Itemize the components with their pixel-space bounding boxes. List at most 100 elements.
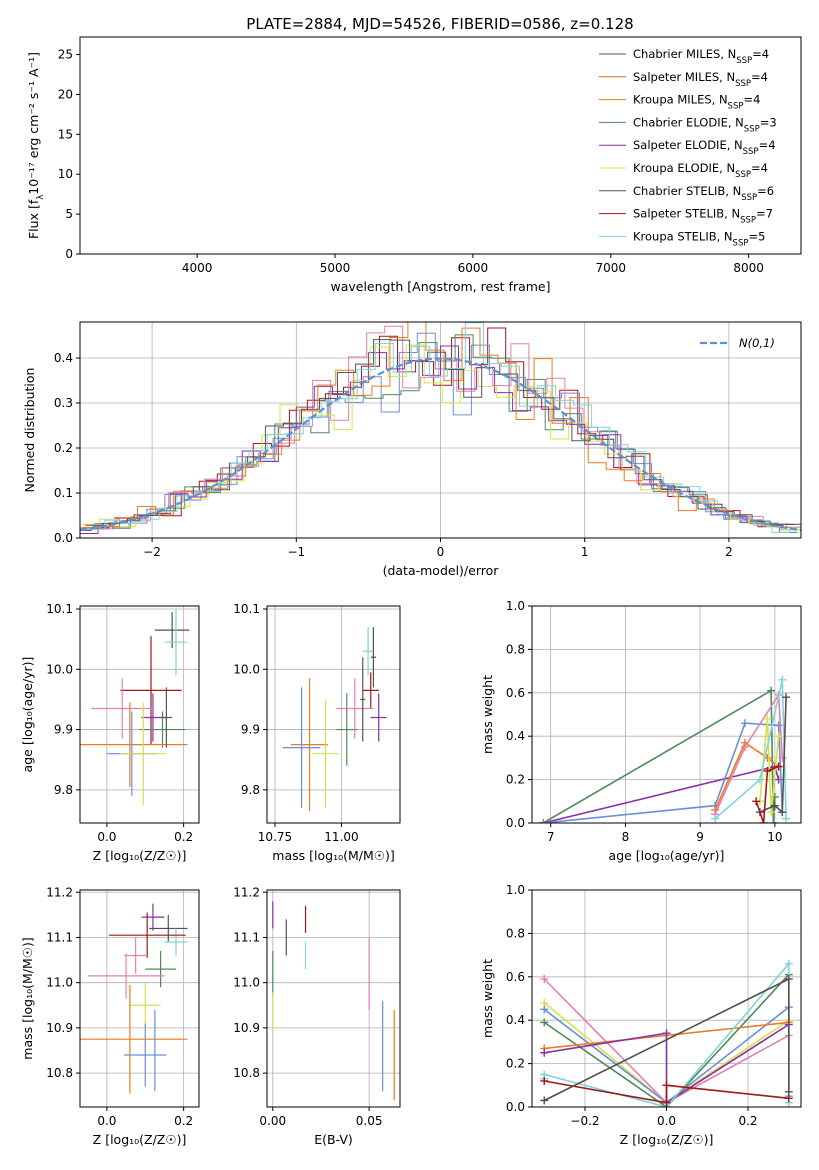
legend-entry: Kroupa STELIB, NSSP=5: [633, 229, 765, 248]
hist-series-1: [80, 332, 796, 529]
weight-point: [784, 1087, 793, 1096]
errorbar-point-3: [370, 693, 387, 742]
x-axis-label: Z [log₁₀(Z/Z☉)]: [93, 1132, 187, 1147]
errorbar-point-8: [80, 984, 188, 1094]
y-tick-label: 0.8: [506, 926, 525, 940]
weight-point: [540, 1048, 549, 1057]
weight-point: [540, 1005, 549, 1014]
y-tick-label: 11.2: [46, 885, 73, 899]
y-tick-label: 0.0: [54, 531, 73, 545]
weight-point: [784, 974, 793, 983]
x-tick-label: 8: [622, 830, 630, 844]
y-tick-label: 10.1: [233, 602, 260, 616]
errorbar-point-9: [160, 687, 173, 748]
errorbar-point-0: [141, 903, 165, 931]
errorbar-point-7: [282, 687, 321, 808]
y-tick-label: 11.1: [46, 930, 73, 944]
y-tick-label: 10.0: [46, 662, 73, 676]
weight-point: [782, 693, 791, 702]
spectrum-chart: 4000 5000 6000 7000 8000 0 5 10 15 20 25 wavelength…: [26, 36, 802, 294]
x-tick-label: 11.00: [324, 830, 358, 844]
weight-point: [770, 801, 779, 810]
weight-line-4: [714, 692, 784, 815]
y-axis-label: Normed distribution: [22, 368, 37, 493]
axes-frame: [266, 605, 401, 824]
x-tick-label: 0.2: [174, 830, 193, 844]
y-tick-label: 10.0: [233, 662, 260, 676]
weight-line-3: [714, 741, 780, 811]
y-tick-label: 0.2: [506, 1057, 525, 1071]
errorbar-point-0: [154, 612, 190, 649]
y-tick-label: 10.8: [46, 1066, 73, 1080]
x-tick-label: 5000: [320, 261, 351, 275]
x-tick-label: 0.00: [259, 1114, 286, 1128]
age_vs_mass-chart: 10.75 11.00 9.8 9.9 10.0 10.1 mass [log₁₀(M/M☉…: [233, 602, 401, 863]
x-axis-label: Z [log₁₀(Z/Z☉)]: [620, 1132, 714, 1147]
y-tick-label: 0.6: [506, 970, 525, 984]
weight-line-0: [542, 689, 776, 823]
x-tick-label: 8000: [733, 261, 764, 275]
hist-series-0: [80, 327, 795, 531]
weight-line-7: [544, 1080, 789, 1104]
weight-point: [774, 762, 783, 771]
axes-frame: [266, 889, 401, 1108]
x-tick-label: 0: [437, 545, 445, 559]
residuals-chart: −2 −1 0 1 2 0.0 0.1 0.2 0.3 0.4 (data-model)/error…: [22, 321, 802, 578]
x-tick-label: 10: [767, 830, 782, 844]
y-tick-label: 1.0: [506, 599, 525, 613]
axes-frame: [79, 36, 802, 255]
y-tick-label: 0.8: [506, 642, 525, 656]
weight-point: [752, 797, 761, 806]
y-tick-label: 9.8: [241, 783, 260, 797]
errorbar-point-1: [164, 609, 188, 676]
weight-point: [540, 1076, 549, 1085]
y-tick-label: 0.4: [506, 729, 525, 743]
hist-series-4: [80, 345, 801, 534]
y-tick-label: 10.1: [46, 602, 73, 616]
errorbar-point-1: [362, 627, 374, 676]
y-tick-label: 9.9: [54, 723, 73, 737]
weight-point: [763, 766, 772, 775]
weight-point: [778, 675, 787, 684]
legend-entry: Kroupa ELODIE, NSSP=4: [633, 161, 768, 180]
weight-point: [540, 1018, 549, 1027]
weight-point: [778, 808, 787, 817]
legend-entry: Salpeter ELODIE, NSSP=4: [633, 138, 776, 157]
errorbar-point-3: [108, 912, 186, 958]
weight-point: [782, 814, 791, 823]
y-tick-label: 0.0: [506, 816, 525, 830]
errorbar-point-9: [360, 657, 366, 742]
x-tick-label: 4000: [182, 261, 213, 275]
errorbars: [80, 609, 190, 805]
weight-point: [540, 1096, 549, 1105]
legend-entry: Kroupa MILES, NSSP=4: [633, 93, 760, 112]
hist-series-2: [80, 334, 798, 533]
weight-point: [774, 732, 783, 741]
weight-point: [662, 1081, 671, 1090]
errorbar-point-4: [336, 693, 358, 766]
x-tick-label: 0.0: [97, 1114, 116, 1128]
weight-line-5: [544, 1023, 790, 1105]
y-axis-label: mass weight: [480, 959, 495, 1038]
errorbar-point-6: [80, 702, 188, 787]
errorbar-point-5: [336, 678, 374, 739]
x-axis-label: Z [log₁₀(Z/Z☉)]: [93, 848, 187, 863]
weight_vs_age-chart: 7 8 9 10 0.0 0.2 0.4 0.6 0.8 1.0 age [log₁₀(age/yr…: [480, 599, 802, 863]
y-tick-label: 11.0: [233, 976, 260, 990]
weight-point: [767, 808, 776, 817]
x-axis-label: age [log₁₀(age/yr)]: [609, 848, 725, 863]
hist-lines: [80, 322, 801, 534]
legend-entry: Chabrier STELIB, NSSP=6: [633, 184, 774, 203]
x-tick-label: −2: [143, 545, 161, 559]
y-tick-label: 0: [65, 247, 73, 261]
x-tick-label: 0.05: [356, 1114, 383, 1128]
weight-point: [711, 814, 720, 823]
x-tick-label: 0.0: [657, 1114, 676, 1128]
y-tick-label: 0.3: [54, 396, 73, 410]
errorbar-point-7: [129, 982, 161, 1028]
weight-line-3: [543, 974, 790, 1107]
errorbar-point-5: [91, 678, 153, 739]
y-tick-label: 20: [58, 87, 73, 101]
errorbar-point-5: [145, 951, 176, 988]
